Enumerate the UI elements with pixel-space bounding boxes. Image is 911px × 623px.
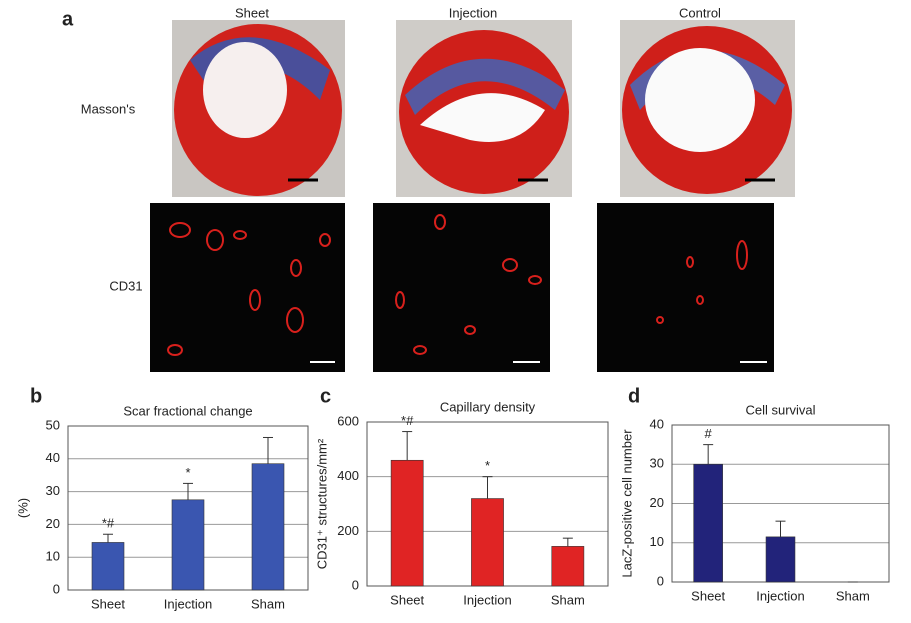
y-tick-label: 50 xyxy=(46,417,60,432)
significance-label: *# xyxy=(102,516,115,531)
y-tick-label: 40 xyxy=(650,416,664,431)
x-tick-label: Injection xyxy=(463,592,511,607)
chart-title: Capillary density xyxy=(440,399,536,414)
significance-label: # xyxy=(705,426,713,441)
y-tick-label: 400 xyxy=(337,468,359,483)
y-tick-label: 30 xyxy=(46,483,60,498)
masson-image xyxy=(620,20,795,197)
column-header: Sheet xyxy=(235,5,269,20)
x-tick-label: Sham xyxy=(251,596,285,611)
y-tick-label: 200 xyxy=(337,523,359,538)
cd31-image xyxy=(597,203,774,372)
column-header: Control xyxy=(679,5,721,20)
y-tick-label: 0 xyxy=(53,581,60,596)
x-tick-label: Sham xyxy=(551,592,585,607)
significance-label: * xyxy=(185,465,190,480)
bar xyxy=(91,542,125,591)
x-tick-label: Injection xyxy=(756,588,804,603)
column-header: Injection xyxy=(449,5,497,20)
x-tick-label: Sheet xyxy=(91,596,125,611)
bar xyxy=(171,499,205,591)
y-axis-label: LacZ-positive cell number xyxy=(619,429,634,578)
bar xyxy=(693,463,723,583)
masson-image xyxy=(172,20,345,197)
panel-label: a xyxy=(62,8,74,30)
x-tick-label: Sham xyxy=(836,588,870,603)
x-tick-label: Sheet xyxy=(390,592,424,607)
y-tick-label: 0 xyxy=(657,573,664,588)
significance-label: * xyxy=(485,458,490,473)
bar xyxy=(551,546,585,587)
y-tick-label: 20 xyxy=(650,495,664,510)
panel-label: c xyxy=(320,385,331,407)
y-tick-label: 20 xyxy=(46,516,60,531)
panel-label: b xyxy=(30,385,42,407)
y-tick-label: 10 xyxy=(46,549,60,564)
bar xyxy=(251,463,285,591)
significance-label: *# xyxy=(401,413,414,428)
bar xyxy=(390,459,424,587)
y-tick-label: 40 xyxy=(46,450,60,465)
y-tick-label: 0 xyxy=(352,577,359,592)
chart-title: Scar fractional change xyxy=(123,403,252,418)
x-tick-label: Sheet xyxy=(691,588,725,603)
y-tick-label: 30 xyxy=(650,456,664,471)
row-label: CD31 xyxy=(109,278,142,293)
x-tick-label: Injection xyxy=(164,596,212,611)
bar xyxy=(765,536,796,583)
masson-image xyxy=(396,20,572,197)
cd31-image xyxy=(150,203,345,372)
y-axis-label: CD31⁺ structures/mm² xyxy=(314,438,329,569)
y-axis-label: (%) xyxy=(15,498,30,518)
cd31-image xyxy=(373,203,550,372)
row-label: Masson's xyxy=(81,101,136,116)
chart-title: Cell survival xyxy=(745,402,815,417)
y-tick-label: 600 xyxy=(337,413,359,428)
y-tick-label: 10 xyxy=(650,534,664,549)
panel-label: d xyxy=(628,385,640,407)
bar xyxy=(471,498,504,587)
